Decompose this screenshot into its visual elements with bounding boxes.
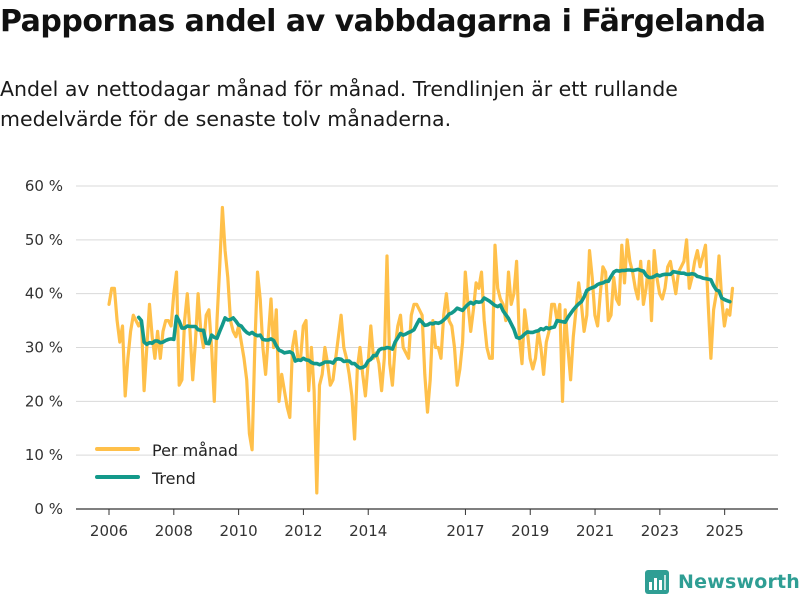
x-axis: 2006 2008 2010 2012 2014 2017 2019 2021 2023 2025 [76, 508, 778, 540]
chart-title: Pappornas andel av vabbdagarna i Färgela… [0, 4, 766, 39]
x-tick-label-2006: 2006 [90, 522, 128, 540]
x-tick-label-2023: 2023 [641, 522, 679, 540]
newsworthy-logo-icon [645, 570, 669, 594]
x-tick-label-2017: 2017 [446, 522, 484, 540]
series-line-per-manad [107, 205, 735, 495]
y-tick-label-50: 50 % [25, 231, 63, 249]
x-tick-label-2008: 2008 [155, 522, 193, 540]
grid-lines [76, 185, 778, 456]
brand-name: Newsworthy [678, 571, 800, 593]
x-tick-label-2019: 2019 [511, 522, 549, 540]
legend-label-per-manad: Per månad [152, 441, 238, 460]
y-tick-label-60: 60 % [25, 177, 63, 195]
x-tick-label-2010: 2010 [220, 522, 258, 540]
y-tick-label-10: 10 % [25, 446, 63, 464]
y-tick-label-20: 20 % [25, 392, 63, 410]
series-lines [107, 205, 735, 495]
x-tick-label-2025: 2025 [706, 522, 744, 540]
y-tick-label-0: 0 % [34, 500, 63, 518]
y-axis-ticks: 0 % 10 % 20 % 30 % 40 % 50 % 60 % [25, 177, 63, 518]
x-tick-label-2014: 2014 [349, 522, 387, 540]
y-tick-label-30: 30 % [25, 339, 63, 357]
chart-subtitle: Andel av nettodagar månad för månad. Tre… [0, 77, 678, 131]
x-tick-label-2021: 2021 [576, 522, 614, 540]
legend-label-trend: Trend [151, 469, 196, 488]
y-tick-label-40: 40 % [25, 285, 63, 303]
legend: Per månad Trend [95, 441, 238, 488]
x-tick-label-2012: 2012 [284, 522, 322, 540]
brand-logo: Newsworthy [644, 569, 800, 595]
series-line-trend [136, 267, 732, 370]
